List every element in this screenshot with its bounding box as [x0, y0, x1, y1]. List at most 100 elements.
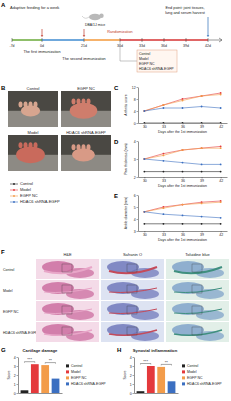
series-line — [144, 93, 220, 111]
tick-mark — [137, 195, 139, 196]
photo-label: HDAC6 shRNA-EGFP — [66, 130, 106, 135]
axis-line — [18, 358, 19, 394]
tick-mark — [17, 357, 19, 358]
axis-title: Days after the 1st immunization — [158, 238, 207, 242]
marker — [143, 158, 145, 160]
panel-label: C — [114, 85, 119, 91]
histology-image — [36, 301, 99, 321]
marker — [143, 171, 145, 173]
marker — [163, 104, 165, 106]
timeline-arrow — [208, 38, 222, 42]
tick: 0 — [134, 122, 138, 126]
cartilage — [109, 267, 157, 273]
legend-label: HDAC6 shRNA-EGFP — [71, 382, 106, 386]
toe — [77, 144, 81, 150]
tick: 2 — [130, 374, 134, 378]
timeline-text: lung and serum harvest — [165, 11, 206, 15]
photo — [8, 135, 58, 171]
arrow-head — [41, 35, 44, 37]
axis-line — [19, 393, 63, 394]
histology-image — [36, 280, 99, 300]
axis — [135, 393, 179, 394]
tick-label: 42 — [219, 125, 223, 129]
marker — [143, 110, 145, 112]
marker — [163, 122, 165, 123]
marker — [163, 107, 165, 109]
tick: 42 — [219, 231, 223, 237]
tick: 6 — [134, 194, 138, 198]
panel-label: A — [1, 2, 6, 8]
legend: ControlModelEGFP NCHDAC6 shRNA-EGFP — [182, 364, 222, 386]
series-line — [144, 212, 220, 218]
inset-box — [127, 306, 137, 314]
histology-image — [166, 280, 229, 300]
tick: 3 — [14, 365, 18, 369]
marker — [201, 203, 203, 205]
tick: 30 — [143, 177, 147, 183]
legend-swatch — [182, 382, 185, 385]
tick: 4 — [134, 140, 138, 144]
timeline: Adaptive feeding for a weekDBA/1J mice-7… — [9, 5, 222, 72]
tick-label: 6 — [134, 194, 136, 198]
axis-title: Score — [123, 370, 127, 379]
axis: 3033363942 — [139, 123, 228, 129]
bar — [21, 390, 29, 393]
toe — [72, 99, 76, 105]
legend-swatch — [182, 364, 185, 367]
axis: 3033363942 — [139, 231, 228, 237]
inset-box — [127, 285, 137, 293]
tick-mark — [133, 357, 135, 358]
tick-mark — [17, 366, 19, 367]
plot-area — [143, 92, 221, 123]
bar — [137, 391, 145, 393]
marker — [143, 110, 145, 112]
tick-label: 42 — [219, 233, 223, 237]
timeline-segment — [84, 39, 120, 41]
tick: 4 — [130, 356, 134, 360]
marker — [163, 207, 165, 209]
tick-label: 8 — [134, 98, 136, 102]
bar — [31, 364, 39, 393]
tick: 0 — [130, 392, 134, 396]
tick: 12 — [132, 86, 138, 90]
timeline-tick — [42, 38, 43, 42]
legend-marker — [13, 195, 15, 197]
day-label: 33d — [139, 44, 145, 48]
toe — [19, 142, 23, 148]
marker — [220, 201, 222, 203]
chart: 01234*****Cartilage damageScore — [7, 348, 63, 396]
marker — [143, 211, 145, 213]
timeline-tick — [164, 38, 165, 42]
marker — [220, 223, 222, 225]
marker — [201, 216, 203, 218]
photo-label: Model — [28, 130, 39, 135]
marker — [163, 171, 165, 173]
marker — [143, 158, 145, 160]
tick-label: 3 — [14, 365, 16, 369]
toe — [72, 144, 76, 150]
inset-box — [192, 285, 202, 293]
panel-label: F — [1, 249, 5, 255]
timeline-segment — [164, 39, 186, 41]
plot-area — [137, 366, 176, 393]
tick: 39 — [200, 177, 204, 183]
cartilage — [174, 288, 222, 293]
tick: 36 — [181, 177, 185, 183]
timeline-text: End point: joint tissues, — [165, 6, 204, 10]
column-header: H&E — [63, 252, 72, 257]
series-line — [144, 146, 220, 159]
bar — [168, 381, 176, 393]
marker — [220, 164, 222, 166]
tick-label: 0 — [134, 122, 136, 126]
column-header: Safranin O — [123, 252, 142, 257]
tick-mark — [133, 384, 135, 385]
day-label: 36d — [161, 44, 167, 48]
marker — [182, 162, 184, 164]
axis — [19, 393, 63, 394]
series-line — [144, 171, 220, 172]
inset-box — [192, 264, 202, 272]
timeline-tick — [186, 38, 187, 42]
axis-title: Days after the 1st immunization — [158, 130, 207, 134]
histology-image — [36, 322, 99, 342]
annotation: *** — [143, 359, 148, 364]
